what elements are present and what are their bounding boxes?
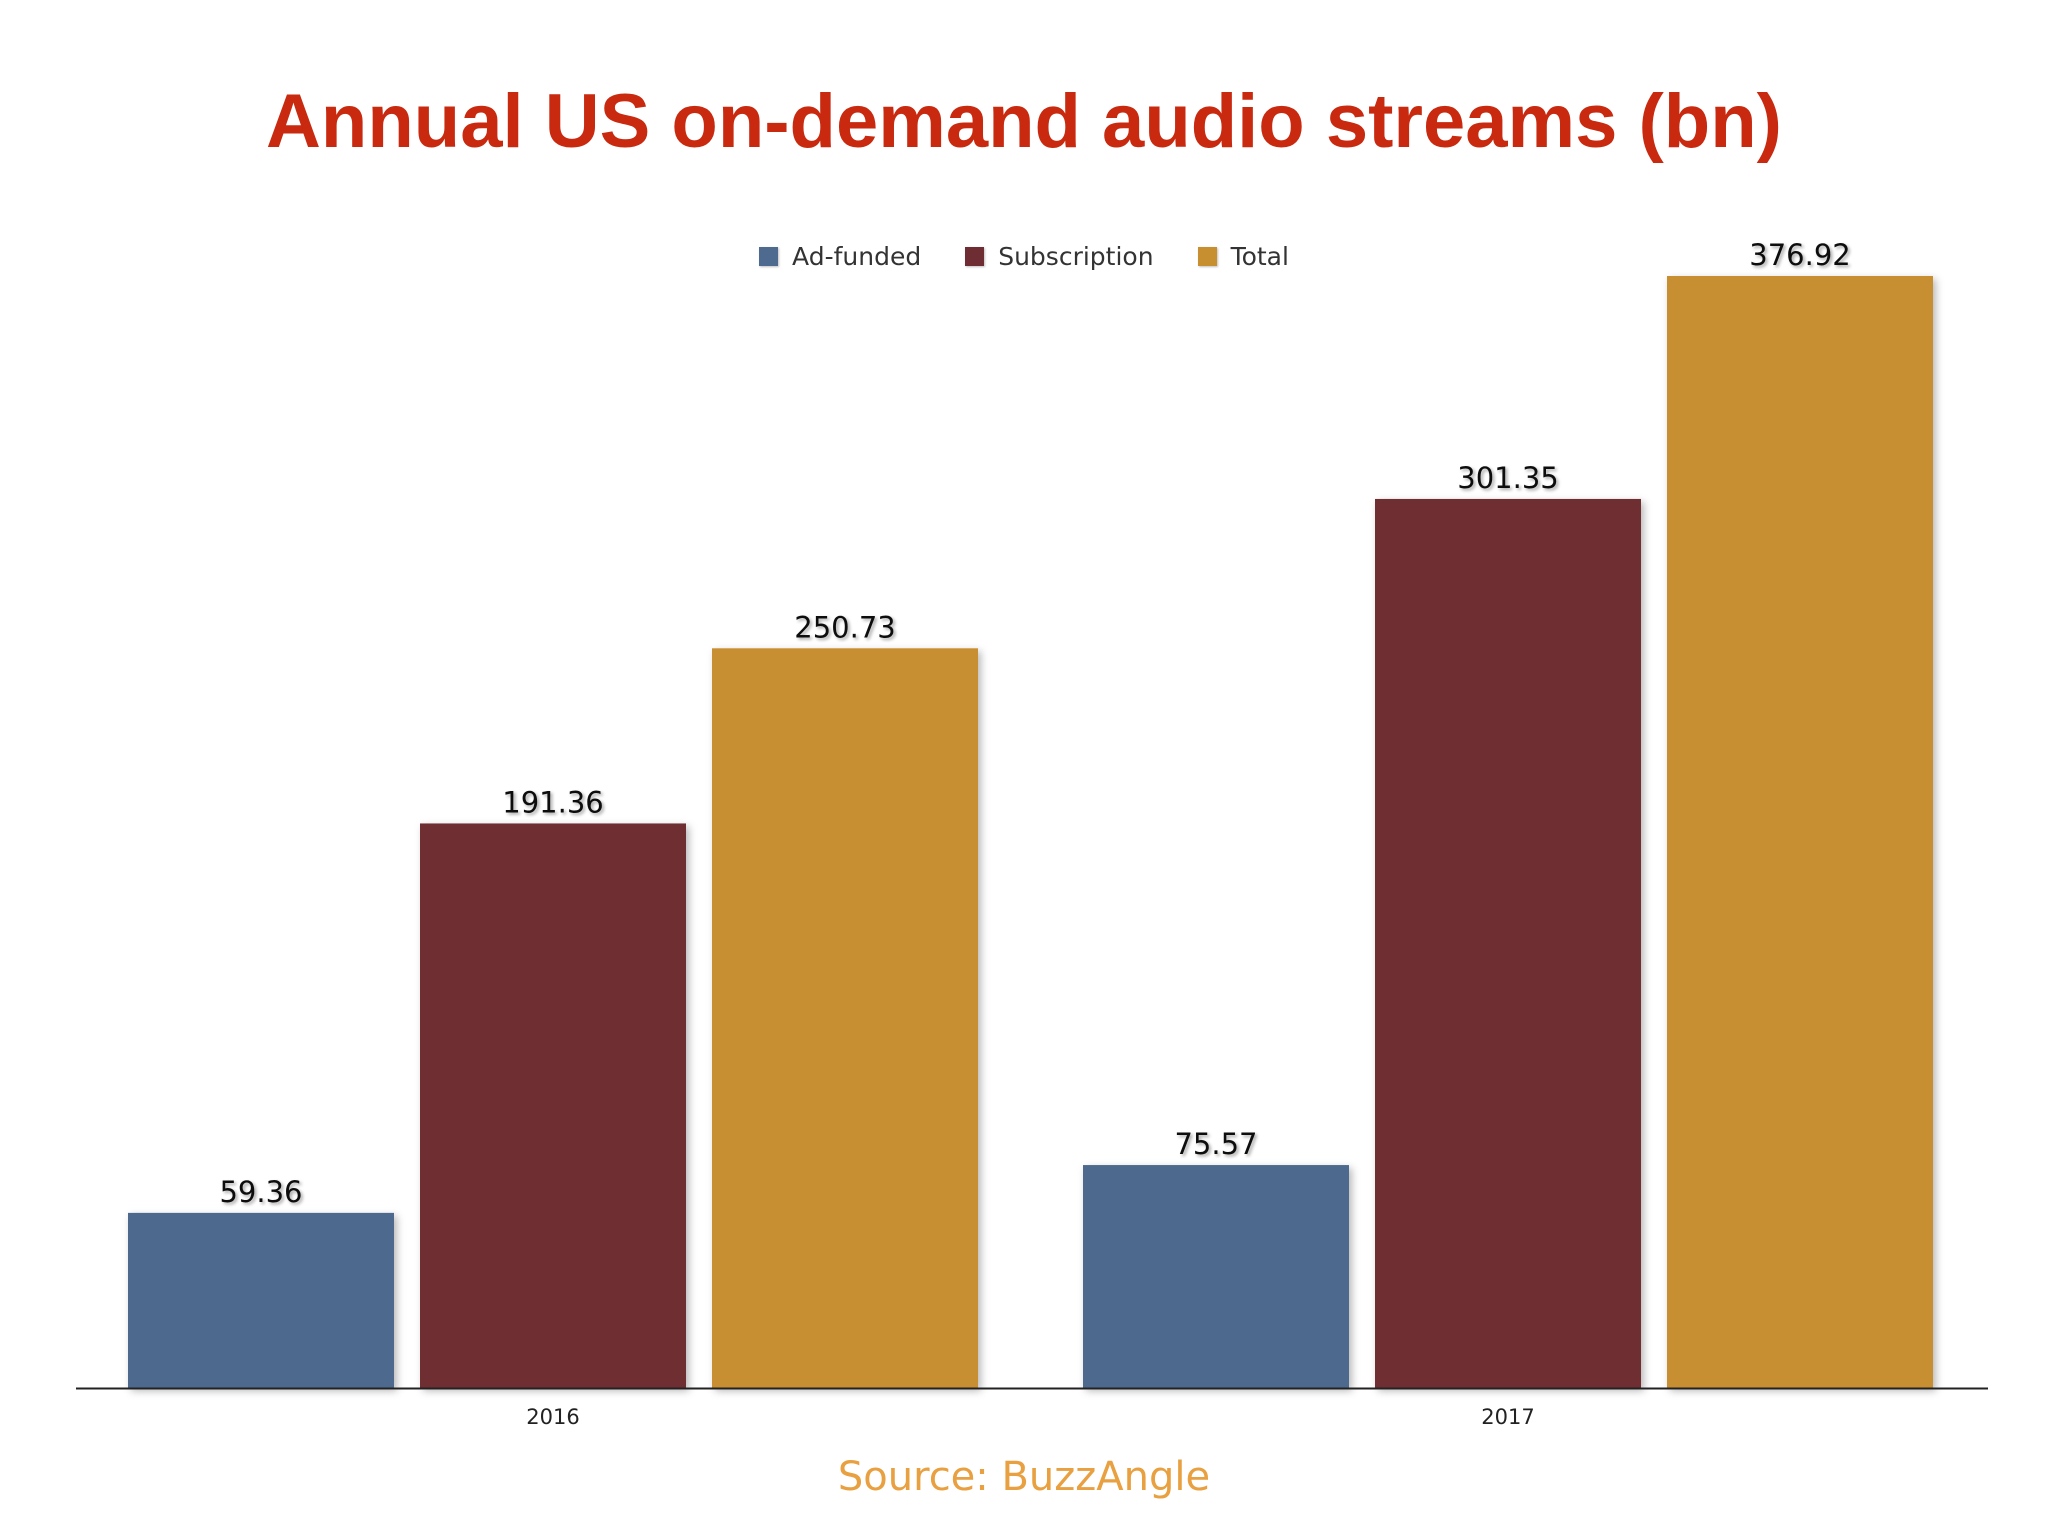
legend-item-subscription: Subscription: [965, 242, 1154, 271]
bar-total-2017: [1667, 276, 1933, 1388]
legend-swatch-subscription: [965, 247, 985, 266]
data-label-subscription-2016: 191.36: [502, 785, 603, 819]
legend-swatch-total: [1197, 247, 1217, 266]
legend-item-ad-funded: Ad-funded: [759, 242, 921, 271]
data-label-subscription-2017: 301.35: [1457, 461, 1558, 495]
data-label-total-2016: 250.73: [794, 610, 895, 644]
legend: Ad-funded Subscription Total: [0, 242, 2048, 271]
bar-subscription-2017: [1375, 498, 1641, 1388]
legend-label-subscription: Subscription: [998, 242, 1154, 271]
legend-label-total: Total: [1230, 242, 1289, 271]
x-tick-label-2017: 2017: [1481, 1405, 1534, 1429]
bar-ad-funded-2016: [128, 1212, 394, 1388]
data-label-total-2017: 376.92: [1749, 238, 1850, 272]
bar-total-2016: [712, 648, 978, 1388]
legend-swatch-ad-funded: [759, 247, 779, 266]
bar-ad-funded-2017: [1083, 1165, 1349, 1388]
chart-title: Annual US on-demand audio streams (bn): [266, 79, 1782, 164]
x-tick-label-2016: 2016: [526, 1405, 579, 1429]
data-label-ad-funded-2016: 59.36: [219, 1175, 302, 1209]
legend-label-ad-funded: Ad-funded: [792, 242, 922, 271]
source-note: Source: BuzzAngle: [837, 1454, 1211, 1500]
data-label-ad-funded-2017: 75.57: [1174, 1127, 1257, 1161]
legend-item-total: Total: [1197, 242, 1289, 271]
bar-subscription-2016: [420, 823, 686, 1388]
